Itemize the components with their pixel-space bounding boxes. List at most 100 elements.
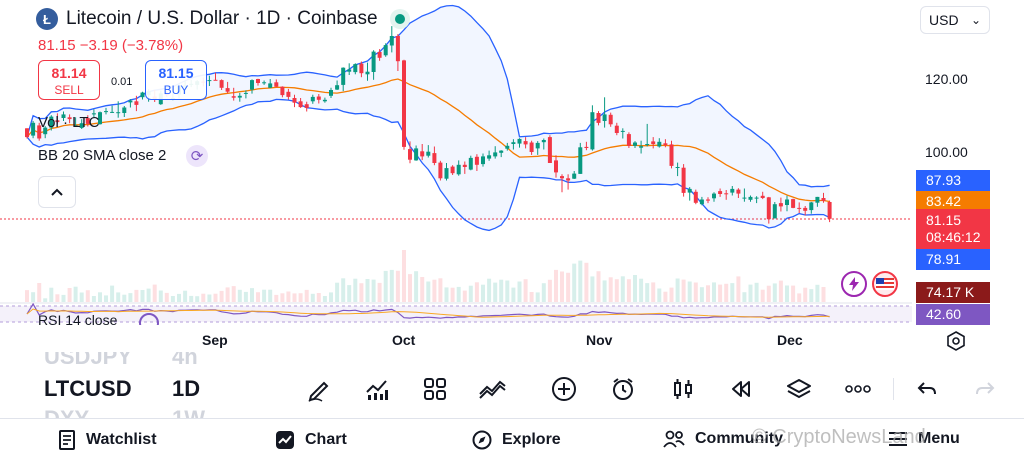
candle-body (85, 118, 90, 124)
volume-bar (243, 291, 248, 302)
candle-body (128, 100, 133, 103)
volume-bar (456, 286, 461, 302)
price-chart[interactable]: 120.00 100.00 (0, 0, 1024, 325)
prev-interval[interactable]: 4h (172, 352, 198, 369)
candle-body (724, 193, 729, 195)
rsi-ma-line (26, 308, 830, 318)
compare-icon[interactable] (476, 372, 510, 406)
volume-bar (815, 284, 820, 302)
tab-community[interactable]: Community (663, 430, 783, 448)
rsi-indicator-label[interactable]: RSI 14 close (38, 312, 118, 328)
litecoin-logo-icon: Ł (36, 8, 58, 30)
candle-body (462, 164, 467, 167)
volume-bar (389, 269, 394, 302)
currency-select[interactable]: USD ⌄ (920, 6, 990, 34)
add-icon[interactable] (547, 372, 581, 406)
current-symbol[interactable]: LTCUSD (44, 376, 132, 401)
candle-body (414, 148, 419, 161)
volume-bar (803, 287, 808, 302)
symbol-picker[interactable]: USDJPY 4h LTCUSD 1D DXY 1W (0, 352, 290, 418)
lightning-icon[interactable] (841, 271, 867, 297)
indicators-icon[interactable] (360, 372, 394, 406)
candle-body (450, 166, 455, 174)
candle-body (505, 145, 510, 149)
candle-body (292, 98, 297, 103)
collapse-legend-button[interactable] (38, 176, 76, 208)
buy-button[interactable]: 81.15 BUY (145, 60, 207, 100)
refresh-icon[interactable]: ⟳ (186, 145, 208, 167)
candle-body (438, 162, 443, 179)
chart-type-icon[interactable] (666, 372, 700, 406)
rsi-refresh-icon[interactable] (138, 313, 160, 325)
volume-bar (639, 278, 644, 302)
us-flag-icon[interactable] (872, 271, 898, 297)
last-price-value: 81.15 (926, 212, 962, 228)
candle-body (298, 101, 303, 108)
volume-bar (772, 283, 777, 302)
alert-icon[interactable] (606, 372, 640, 406)
volume-indicator-label[interactable]: Vol · LTC (38, 114, 100, 131)
bottom-tab-bar: Watchlist Chart Explore Community Menu (0, 418, 1024, 462)
volume-bar (608, 277, 613, 302)
candle-body (785, 199, 789, 205)
candle-body (626, 134, 631, 146)
current-interval[interactable]: 1D (172, 376, 201, 401)
volume-bar (280, 293, 285, 302)
sell-button[interactable]: 81.14 SELL (38, 60, 100, 100)
candle-body (754, 197, 759, 199)
candle-body (256, 79, 260, 83)
candle-body (797, 207, 802, 209)
replay-icon[interactable] (724, 372, 758, 406)
candle-body (736, 189, 741, 194)
volume-bar (657, 288, 662, 302)
tab-explore[interactable]: Explore (472, 430, 561, 450)
volume-bar (250, 288, 254, 302)
candle-body (669, 144, 674, 166)
volume-bar (675, 278, 680, 302)
candle-body (444, 168, 449, 179)
volume-bar (122, 294, 127, 302)
candle-body (274, 82, 279, 87)
volume-bar (128, 293, 133, 302)
volume-bar (116, 292, 121, 302)
prev-symbol[interactable]: USDJPY (44, 352, 133, 369)
volume-bar (335, 282, 340, 302)
undo-icon[interactable] (910, 372, 944, 406)
draw-icon[interactable] (302, 372, 336, 406)
symbol-title[interactable]: Litecoin / U.S. Dollar · 1D · Coinbase (66, 8, 378, 29)
settings-icon[interactable] (946, 331, 966, 356)
layouts-icon[interactable] (418, 372, 452, 406)
candle-body (529, 142, 534, 152)
sell-label: SELL (54, 83, 84, 97)
candle-body (243, 92, 248, 94)
volume-bar (158, 290, 163, 302)
candle-body (493, 152, 498, 157)
volume-bar (821, 287, 826, 302)
candle-body (408, 149, 412, 160)
candle-body (268, 83, 273, 88)
candle-body (706, 199, 710, 201)
tab-watchlist[interactable]: Watchlist (58, 430, 157, 450)
tab-menu[interactable]: Menu (888, 430, 960, 448)
next-symbol[interactable]: DXY (44, 406, 89, 418)
volume-bar (268, 289, 273, 302)
candle-body (420, 151, 425, 157)
volume-bar (91, 296, 96, 302)
volume-bar (353, 278, 358, 302)
sell-price: 81.14 (51, 65, 87, 81)
candle-body (426, 151, 431, 156)
volume-bar (511, 287, 516, 302)
tab-chart[interactable]: Chart (275, 430, 347, 450)
candle-body (663, 143, 668, 146)
bb-indicator-label[interactable]: BB 20 SMA close 2 (38, 147, 167, 164)
layers-icon[interactable] (782, 372, 816, 406)
volume-bar (359, 283, 364, 302)
more-icon[interactable] (841, 372, 875, 406)
candle-body (116, 112, 121, 114)
candle-body (566, 178, 571, 181)
chart-area[interactable]: 120.00 100.00 (0, 0, 1024, 325)
candle-body (91, 113, 96, 115)
next-interval[interactable]: 1W (172, 406, 205, 418)
redo-icon[interactable] (968, 372, 1002, 406)
symbol-header[interactable]: Ł Litecoin / U.S. Dollar · 1D · Coinbase (36, 8, 410, 30)
